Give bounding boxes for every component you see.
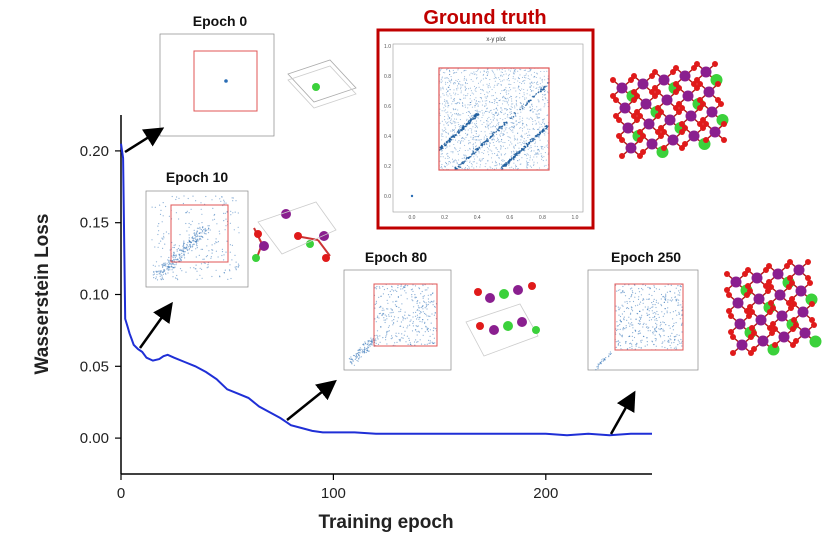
ground-truth-frame [376,28,595,230]
y-tick: 0.00 [80,430,121,447]
arrow-epoch-10 [138,301,173,349]
y-ticks: 0.00 0.05 0.10 0.15 0.20 [80,143,121,447]
ground-truth-plot-title: x-y plot [486,37,506,43]
gt-y-tick-label: 0.8 [384,74,391,80]
gt-x-tick-label: 0.2 [441,215,448,221]
atom-cluster [655,89,679,111]
inset-box-epoch-10 [170,204,229,263]
y-tick: 0.10 [80,287,121,304]
crystal-ground-truth [610,61,729,159]
inset-epoch-80: Epoch 80 [343,249,540,371]
gt-y-tick-label: 0.4 [384,134,391,140]
arrow-epoch-0 [124,127,165,154]
atom-cluster [637,113,661,135]
gt-x-tick-label: 0.4 [474,215,481,221]
gt-y-tick-label: 0.0 [384,194,391,200]
inset-box-epoch-80 [373,283,438,347]
gt-x-tick-label: 1.0 [572,215,579,221]
gt-y-tick-label: 0.6 [384,104,391,110]
y-tick-label: 0.20 [80,143,109,160]
crystal-cell-epoch-0 [287,59,357,109]
atom-cluster [619,137,643,159]
gt-x-tick-label: 0.8 [539,215,546,221]
x-tick: 100 [321,474,346,502]
inset-box-epoch-0 [193,50,258,112]
crystal-epoch-250 [724,259,822,356]
inset-ground-truth: Ground truth x-y plot 0.0 0.0 0.2 0.2 0.4 0.4… [376,7,595,230]
y-axis-title: Wasserstein Loss [32,214,53,375]
x-axis-title: Training epoch [318,512,453,533]
ground-truth-ticks: 0.0 0.0 0.2 0.2 0.4 0.4 0.6 0.6 0.8 0.8 1.0 1.0 [384,44,579,221]
atom-cluster [791,301,815,323]
inset-title-epoch-250: Epoch 250 [611,249,681,265]
atom-cluster [730,334,754,356]
atom-cluster [789,280,818,306]
atom-cluster [793,322,822,348]
y-tick-label: 0.00 [80,430,109,447]
gt-y-tick-label: 0.2 [384,164,391,170]
atom-cluster [673,65,697,87]
x-ticks: 0 100 200 [117,474,558,502]
inset-box-epoch-250 [614,283,684,351]
inset-epoch-0: Epoch 0 [159,13,357,137]
crystal-epoch-10 [252,201,337,262]
scatter-epoch-10 [151,195,240,281]
inset-frame-epoch-80 [343,269,452,371]
y-tick: 0.20 [80,143,121,160]
x-tick-label: 200 [533,485,558,502]
y-tick-label: 0.15 [80,215,109,232]
x-tick: 200 [533,474,558,502]
atom-cluster [726,292,750,314]
scatter-ground-truth [438,67,550,171]
annotation-arrows [124,127,636,435]
inset-epoch-10: Epoch 10 [145,169,337,288]
x-tick-label: 100 [321,485,346,502]
inset-epoch-250: Epoch 250 [587,249,699,371]
inset-title-epoch-80: Epoch 80 [365,249,427,265]
atom-cluster [724,271,753,297]
atom-cluster [787,259,811,281]
gt-y-tick-label: 1.0 [384,44,391,50]
atom-cluster [772,326,796,348]
atom-cluster [703,121,727,143]
atom-cluster [697,81,721,103]
inset-title-epoch-0: Epoch 0 [193,13,248,29]
atom-cluster [768,284,792,306]
atom-cluster [751,330,780,356]
arrow-epoch-80 [286,379,337,421]
x-tick-label: 0 [117,485,125,502]
inset-title-epoch-10: Epoch 10 [166,169,228,185]
atom-cluster [745,267,769,289]
arrow-epoch-250 [609,390,636,435]
y-tick-label: 0.05 [80,358,109,375]
atom-cluster [613,97,637,119]
atom-cluster [679,105,703,127]
ground-truth-axes [392,43,584,213]
ground-truth-origin-point [410,194,414,198]
atom-cluster [631,73,655,95]
inset-frame-epoch-250 [587,269,699,371]
gt-x-tick-label: 0.6 [506,215,513,221]
loss-series-line [120,143,652,437]
atom-cluster [661,129,685,151]
y-tick-label: 0.10 [80,287,109,304]
x-tick: 0 [117,474,125,502]
atom-cluster [749,309,773,331]
y-tick: 0.05 [80,358,121,375]
ground-truth-title: Ground truth [423,7,546,29]
ground-truth-box [438,67,550,171]
crystal-epoch-80 [465,282,540,357]
y-tick: 0.15 [80,215,121,232]
gt-x-tick-label: 0.0 [409,215,416,221]
main-axes: 0 100 200 0.00 0.05 0.10 0.15 0.20 Training ep… [32,115,652,533]
inset-point-epoch-0 [224,79,228,83]
